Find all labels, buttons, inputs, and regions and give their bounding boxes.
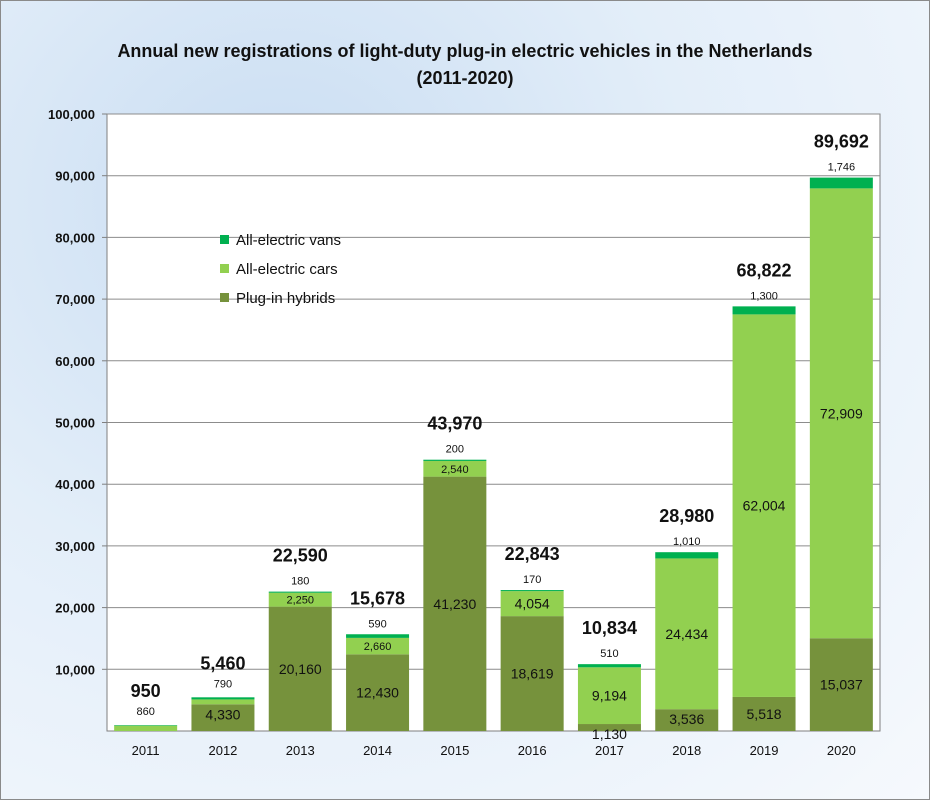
segment-label-cars: 24,434 <box>665 626 708 642</box>
bar-segment-plug-in-hybrids <box>191 704 255 731</box>
bar-segment-all-electric-vans <box>732 306 796 315</box>
bar-segment-all-electric-vans <box>577 664 641 668</box>
bar-segment-all-electric-cars <box>268 592 332 607</box>
chart-title-main: Annual new registrations of light-duty p… <box>117 41 813 61</box>
y-tick-label: 10,000 <box>55 662 95 677</box>
bar-total-label: 22,590 <box>273 546 328 566</box>
bar-segment-plug-in-hybrids <box>577 724 641 731</box>
bar-total-label: 28,980 <box>659 506 714 526</box>
bar-segment-plug-in-hybrids <box>500 616 564 731</box>
bar-segment-all-electric-vans <box>346 634 410 638</box>
legend-label: All-electric vans <box>236 232 341 249</box>
x-tick-label: 2011 <box>132 743 160 758</box>
segment-label-hybrids: 41,230 <box>433 596 476 612</box>
x-tick-label: 2012 <box>208 743 237 758</box>
segment-label-hybrids: 15,037 <box>820 677 863 693</box>
legend-swatch <box>220 235 229 244</box>
segment-label-vans: 1,010 <box>673 536 701 548</box>
x-tick-label: 2018 <box>672 743 701 758</box>
bar-segment-all-electric-cars <box>500 591 564 617</box>
bar-total-label: 950 <box>131 681 161 701</box>
y-tick-label: 60,000 <box>55 354 95 369</box>
segment-label-vans: 200 <box>446 444 464 456</box>
bar-total-label: 10,834 <box>582 618 637 638</box>
x-tick-label: 2017 <box>595 743 624 758</box>
segment-label-cars: 62,004 <box>743 498 786 514</box>
segment-label-vans: 1,300 <box>750 290 778 302</box>
segment-label-hybrids: 4,330 <box>205 706 240 722</box>
segment-label-cars: 4,054 <box>515 596 550 612</box>
segment-label-cars: 790 <box>214 678 232 690</box>
segment-label-cars: 9,194 <box>592 688 627 704</box>
bar-segment-plug-in-hybrids <box>346 654 410 731</box>
bar-segment-plug-in-hybrids <box>655 709 719 731</box>
bar-segment-all-electric-cars <box>809 188 873 639</box>
bar-total-label: 43,970 <box>427 414 482 434</box>
bar-segment-all-electric-vans <box>655 552 719 559</box>
legend-swatch <box>220 264 229 273</box>
bar-total-label: 15,678 <box>350 588 405 608</box>
legend-label: Plug-in hybrids <box>236 290 335 307</box>
x-tick-label: 2015 <box>440 743 469 758</box>
bar-segment-all-electric-vans <box>423 459 487 461</box>
bar-segment-all-electric-vans <box>114 725 178 726</box>
segment-label-hybrids: 3,536 <box>669 711 704 727</box>
y-tick-label: 30,000 <box>55 539 95 554</box>
bar-total-label: 5,460 <box>200 653 245 673</box>
bar-total-label: 89,692 <box>814 132 869 152</box>
bar-segment-all-electric-vans <box>268 591 332 593</box>
bar-segment-all-electric-cars <box>346 637 410 655</box>
y-tick-label: 70,000 <box>55 292 95 307</box>
bar-segment-all-electric-cars <box>191 699 255 705</box>
segment-label-cars: 72,909 <box>820 405 863 421</box>
bar-segment-all-electric-cars <box>423 460 487 477</box>
bar-segment-all-electric-vans <box>500 590 564 592</box>
bar-segment-plug-in-hybrids <box>268 606 332 731</box>
bar-segment-plug-in-hybrids <box>732 696 796 731</box>
bar-segment-all-electric-vans <box>191 697 255 700</box>
segment-label-cars: 2,250 <box>286 595 314 607</box>
segment-label-cars: 860 <box>136 706 154 718</box>
legend-label: All-electric cars <box>236 261 338 278</box>
segment-label-hybrids: 1,130 <box>592 726 627 742</box>
chart-subtitle: (2011-2020) <box>416 68 514 88</box>
bar-total-label: 68,822 <box>737 260 792 280</box>
x-tick-label: 2013 <box>286 743 315 758</box>
y-tick-label: 80,000 <box>55 230 95 245</box>
x-tick-label: 2020 <box>827 743 856 758</box>
y-tick-label: 50,000 <box>55 416 95 431</box>
bar-segment-plug-in-hybrids <box>423 476 487 731</box>
segment-label-vans: 170 <box>523 574 541 586</box>
bar-segment-all-electric-cars <box>114 725 178 731</box>
x-tick-label: 2019 <box>750 743 779 758</box>
segment-label-cars: 2,660 <box>364 641 392 653</box>
y-tick-label: 20,000 <box>55 601 95 616</box>
segment-label-hybrids: 12,430 <box>356 685 399 701</box>
bar-total-label: 22,843 <box>505 544 560 564</box>
segment-label-hybrids: 18,619 <box>511 666 554 682</box>
segment-label-hybrids: 20,160 <box>279 661 322 677</box>
chart-title: Annual new registrations of light-duty p… <box>0 38 930 92</box>
y-tick-label: 100,000 <box>48 107 95 122</box>
bar-segment-all-electric-cars <box>577 667 641 725</box>
segment-label-vans: 590 <box>368 618 386 630</box>
segment-label-hybrids: 5,518 <box>747 706 782 722</box>
segment-label-cars: 2,540 <box>441 464 469 476</box>
legend-swatch <box>220 293 229 302</box>
segment-label-vans: 510 <box>600 648 618 660</box>
y-tick-label: 40,000 <box>55 477 95 492</box>
bar-segment-plug-in-hybrids <box>809 638 873 731</box>
y-tick-label: 90,000 <box>55 169 95 184</box>
bar-segment-all-electric-vans <box>809 177 873 189</box>
segment-label-vans: 1,746 <box>828 162 856 174</box>
x-tick-label: 2014 <box>363 743 392 758</box>
bar-segment-all-electric-cars <box>732 314 796 697</box>
x-tick-label: 2016 <box>518 743 547 758</box>
bar-segment-all-electric-cars <box>655 558 719 710</box>
segment-label-vans: 180 <box>291 576 309 588</box>
